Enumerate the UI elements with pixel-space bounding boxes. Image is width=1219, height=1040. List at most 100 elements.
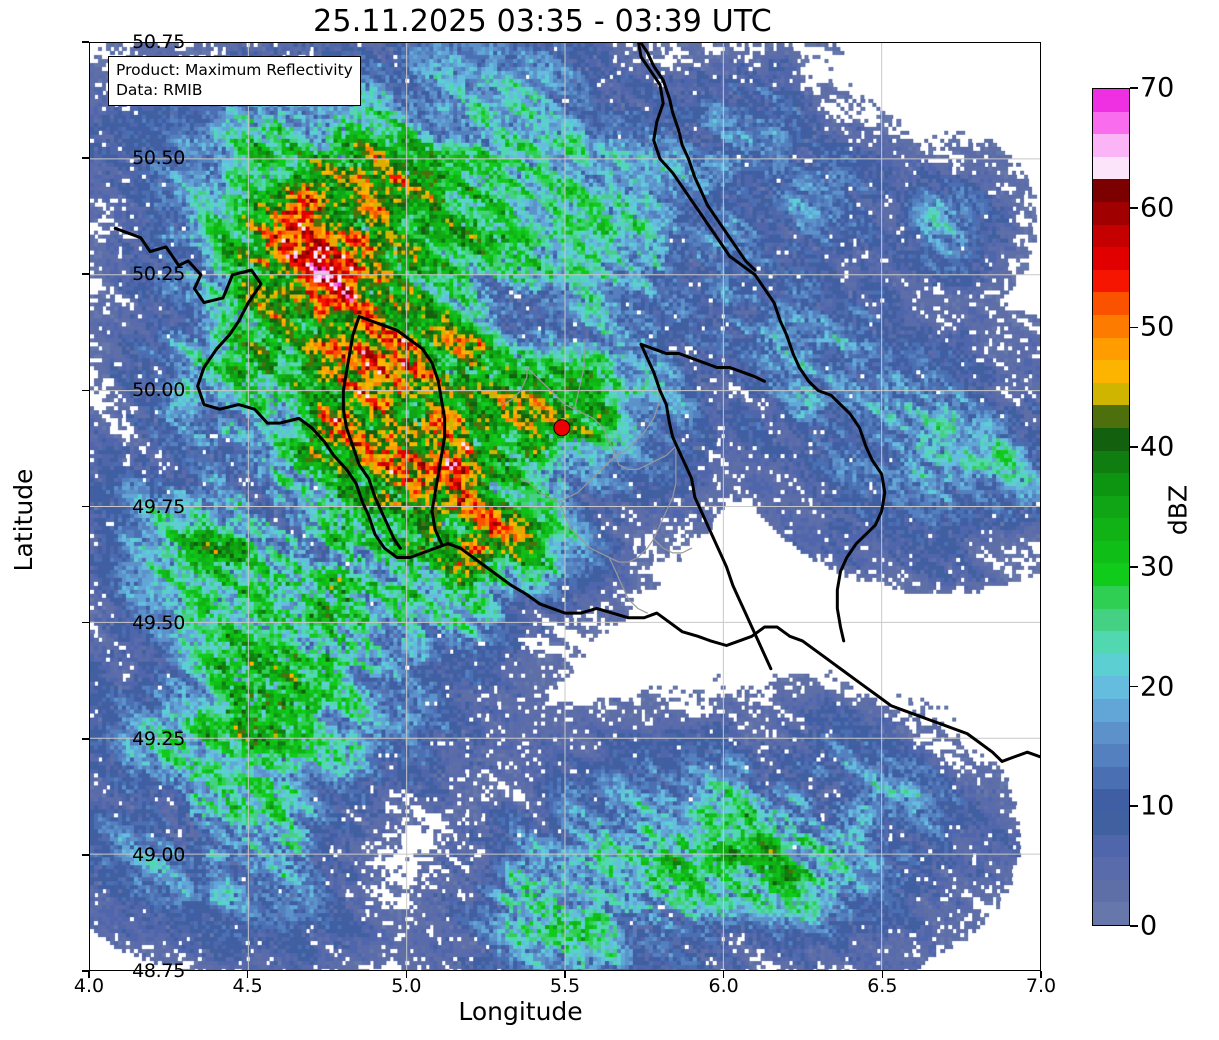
latitude-tick-mark [82, 737, 89, 740]
colorbar-band [1093, 540, 1129, 564]
border-path [608, 445, 677, 563]
y-axis-label: Latitude [8, 468, 38, 572]
colorbar-band [1093, 405, 1129, 428]
colorbar-band [1093, 721, 1129, 745]
latitude-tick-label: 49.25 [132, 727, 185, 750]
border-path [357, 315, 447, 546]
colorbar-band [1093, 201, 1129, 225]
colorbar-band [1093, 450, 1129, 474]
border-path [526, 366, 576, 410]
longitude-tick-label: 6.0 [708, 975, 739, 997]
colorbar-tick-label: 10 [1140, 790, 1175, 822]
station-marker-dot[interactable] [553, 419, 571, 437]
colorbar-band [1093, 766, 1129, 790]
longitude-tick-label: 5.0 [391, 975, 422, 997]
border-path [558, 501, 610, 559]
border-path [558, 454, 617, 503]
latitude-tick-label: 48.75 [132, 960, 185, 982]
colorbar-band [1093, 292, 1129, 315]
colorbar-tick-label: 70 [1140, 72, 1175, 104]
station-marker[interactable] [553, 419, 571, 437]
colorbar-tick-mark [1130, 925, 1138, 927]
latitude-tick-label: 50.00 [132, 379, 185, 402]
latitude-tick-label: 49.75 [132, 495, 185, 518]
colorbar-band [1093, 699, 1129, 722]
colorbar-tick-label: 0 [1140, 910, 1158, 942]
colorbar-band [1093, 269, 1129, 293]
map-overlay [90, 43, 1040, 970]
colorbar-band [1093, 631, 1129, 654]
longitude-tick-mark [405, 971, 408, 978]
colorbar-band [1093, 247, 1129, 270]
latitude-tick-mark [82, 621, 89, 624]
data-source-line: Data: RMIB [116, 81, 203, 100]
latitude-tick-mark [82, 389, 89, 392]
colorbar-tick-mark [1130, 446, 1138, 448]
colorbar-band [1093, 382, 1129, 406]
colorbar-band [1093, 653, 1129, 677]
colorbar-tick-mark [1130, 206, 1138, 209]
colorbar-band [1093, 789, 1129, 812]
longitude-tick-mark [246, 971, 249, 978]
radar-plot-area[interactable]: Product: Maximum Reflectivity Data: RMIB [89, 42, 1041, 971]
longitude-tick-mark [881, 971, 884, 978]
latitude-tick-label: 49.50 [132, 611, 185, 634]
page-title: 25.11.2025 03:35 - 03:39 UTC [313, 4, 772, 39]
colorbar-band [1093, 586, 1129, 609]
latitude-tick-mark [82, 505, 89, 508]
colorbar-band [1093, 495, 1129, 519]
colorbar-tick-mark [1130, 566, 1138, 568]
colorbar-band [1093, 902, 1129, 925]
colorbar-tick-mark [1130, 326, 1138, 329]
colorbar-band [1093, 473, 1129, 496]
border-path [520, 478, 560, 503]
latitude-tick-label: 50.25 [132, 263, 185, 286]
colorbar-band [1093, 337, 1129, 361]
gridlines [90, 43, 1040, 970]
colorbar[interactable] [1092, 88, 1130, 926]
colorbar-gradient [1092, 88, 1130, 926]
colorbar-band [1093, 314, 1129, 338]
border-path [501, 366, 528, 406]
border-path [608, 556, 648, 614]
colorbar-tick-mark [1130, 805, 1138, 808]
colorbar-band [1093, 360, 1129, 383]
colorbar-band [1093, 879, 1129, 903]
product-line: Product: Maximum Reflectivity [116, 61, 353, 79]
border-path [615, 343, 661, 457]
colorbar-tick-label: 20 [1140, 671, 1175, 703]
latitude-tick-mark [82, 157, 89, 159]
border-path [639, 43, 757, 272]
colorbar-band [1093, 518, 1129, 541]
border-path [573, 339, 585, 410]
latitude-tick-label: 50.50 [132, 147, 185, 170]
border-path [341, 315, 402, 550]
colorbar-band [1093, 676, 1129, 700]
colorbar-tick-mark [1130, 87, 1138, 89]
longitude-tick-mark [1040, 971, 1042, 978]
x-axis-label: Longitude [458, 997, 583, 1026]
colorbar-tick-label: 40 [1140, 431, 1175, 463]
colorbar-band [1093, 608, 1129, 632]
colorbar-band [1093, 156, 1129, 180]
colorbar-band [1093, 427, 1129, 451]
border-path [637, 43, 887, 643]
colorbar-band [1093, 111, 1129, 135]
latitude-tick-mark [82, 273, 89, 276]
border-path [615, 445, 677, 470]
longitude-tick-mark [722, 971, 725, 978]
colorbar-tick-label: 50 [1140, 311, 1175, 343]
colorbar-tick-label: 60 [1140, 192, 1175, 224]
border-path [653, 538, 693, 554]
internal-borders [501, 339, 693, 614]
longitude-tick-label: 6.5 [867, 975, 898, 997]
colorbar-band [1093, 812, 1129, 835]
national-borders [113, 43, 1040, 763]
latitude-tick-label: 50.75 [132, 31, 185, 53]
longitude-tick-label: 4.5 [232, 975, 263, 997]
latitude-tick-mark [82, 854, 89, 856]
colorbar-band [1093, 744, 1129, 767]
longitude-tick-mark [564, 971, 566, 978]
colorbar-tick-mark [1130, 685, 1138, 688]
